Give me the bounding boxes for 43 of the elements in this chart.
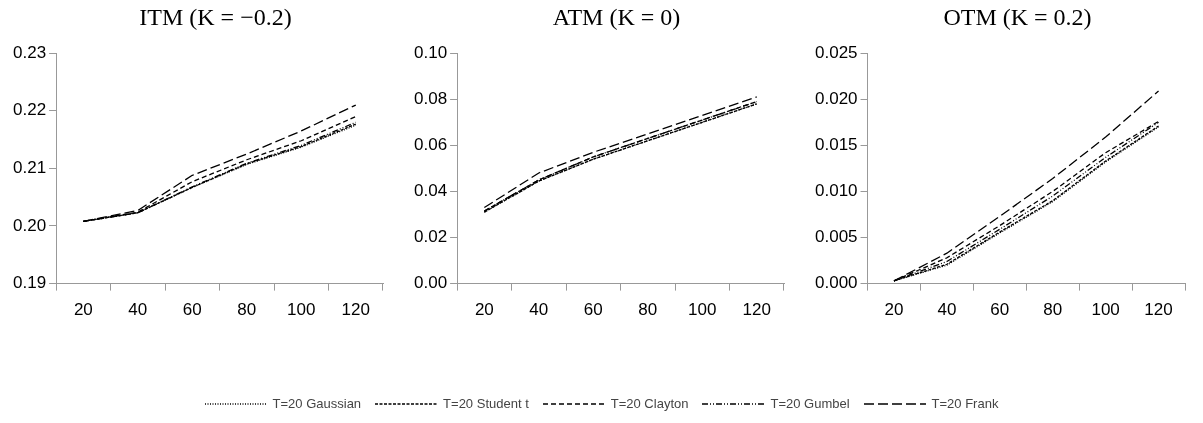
y-tick-label: 0.025 <box>814 42 858 62</box>
y-tick-label: 0.20 <box>12 215 47 235</box>
x-tick-label: 20 <box>73 300 93 320</box>
legend-label: T=20 Student t <box>443 396 529 411</box>
y-tick-label: 0.06 <box>413 135 448 155</box>
x-tick-label: 100 <box>688 300 717 320</box>
y-tick-label: 0.020 <box>814 88 858 108</box>
y-tick-label: 0.02 <box>413 227 448 247</box>
y-tick-label: 0.000 <box>814 273 858 293</box>
y-tick-label: 0.08 <box>413 88 448 108</box>
x-tick-label: 100 <box>1091 300 1120 320</box>
y-tick-label: 0.22 <box>12 100 47 120</box>
legend-label: T=20 Clayton <box>610 396 689 411</box>
x-tick-label: 40 <box>937 300 957 320</box>
y-tick-label: 0.00 <box>413 273 448 293</box>
x-tick-label: 100 <box>287 300 316 320</box>
y-tick-label: 0.23 <box>12 42 47 62</box>
x-tick-label: 20 <box>884 300 904 320</box>
y-tick-label: 0.10 <box>413 42 448 62</box>
chart-title: ATM (K = 0) <box>551 3 682 32</box>
y-tick-label: 0.04 <box>413 181 448 201</box>
x-tick-label: 60 <box>990 300 1010 320</box>
y-tick-label: 0.010 <box>814 181 858 201</box>
x-tick-label: 40 <box>529 300 549 320</box>
y-tick-label: 0.015 <box>814 135 858 155</box>
x-tick-label: 60 <box>182 300 202 320</box>
x-tick-label: 120 <box>742 300 771 320</box>
x-tick-label: 20 <box>474 300 494 320</box>
x-tick-label: 60 <box>583 300 603 320</box>
x-tick-label: 80 <box>1043 300 1063 320</box>
x-tick-label: 80 <box>237 300 257 320</box>
x-tick-label: 120 <box>341 300 370 320</box>
chart-title: ITM (K = −0.2) <box>138 3 293 32</box>
y-tick-label: 0.005 <box>814 227 858 247</box>
y-tick-label: 0.19 <box>12 273 47 293</box>
legend-label: T=20 Frank <box>931 396 999 411</box>
x-tick-label: 80 <box>638 300 658 320</box>
x-tick-label: 40 <box>128 300 148 320</box>
y-tick-label: 0.21 <box>12 158 47 178</box>
chart-title: OTM (K = 0.2) <box>942 3 1093 32</box>
x-tick-label: 120 <box>1144 300 1173 320</box>
legend-label: T=20 Gaussian <box>272 396 362 411</box>
legend-label: T=20 Gumbel <box>770 396 850 411</box>
